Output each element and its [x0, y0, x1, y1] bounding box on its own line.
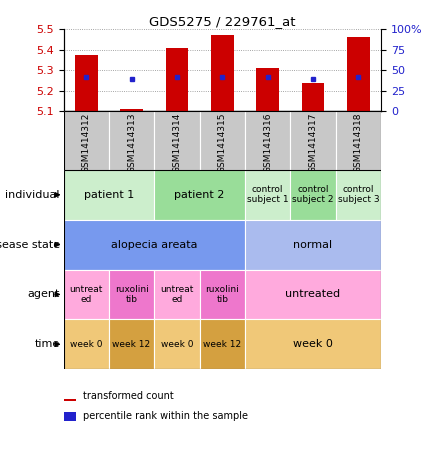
- Text: disease state: disease state: [0, 240, 60, 250]
- Bar: [245, 220, 381, 270]
- Bar: [64, 392, 76, 401]
- Text: transformed count: transformed count: [82, 391, 173, 401]
- Bar: [211, 34, 233, 111]
- Bar: [200, 319, 245, 369]
- Bar: [245, 270, 381, 319]
- Text: individual: individual: [5, 190, 60, 200]
- Bar: [75, 55, 98, 111]
- Bar: [64, 319, 109, 369]
- Bar: [290, 170, 336, 220]
- Text: patient 1: patient 1: [84, 190, 134, 200]
- Text: week 0: week 0: [70, 340, 102, 349]
- Text: GSM1414314: GSM1414314: [173, 113, 181, 173]
- Text: untreat
ed: untreat ed: [160, 285, 194, 304]
- Bar: [154, 170, 245, 220]
- Bar: [64, 220, 245, 270]
- Text: percentile rank within the sample: percentile rank within the sample: [82, 411, 247, 421]
- Text: week 0: week 0: [293, 339, 333, 349]
- Text: week 12: week 12: [203, 340, 241, 349]
- Bar: [245, 111, 290, 170]
- Bar: [200, 270, 245, 319]
- Text: patient 2: patient 2: [174, 190, 225, 200]
- Text: time: time: [35, 339, 60, 349]
- Text: week 0: week 0: [161, 340, 193, 349]
- Bar: [256, 68, 279, 111]
- Text: untreated: untreated: [286, 289, 341, 299]
- Bar: [245, 319, 381, 369]
- Bar: [109, 111, 154, 170]
- Bar: [154, 270, 200, 319]
- Text: GSM1414316: GSM1414316: [263, 113, 272, 173]
- Bar: [64, 412, 76, 421]
- Bar: [109, 270, 154, 319]
- Text: control
subject 1: control subject 1: [247, 185, 289, 204]
- Text: normal: normal: [293, 240, 332, 250]
- Bar: [166, 48, 188, 111]
- Bar: [336, 170, 381, 220]
- Bar: [64, 111, 109, 170]
- Bar: [290, 111, 336, 170]
- Title: GDS5275 / 229761_at: GDS5275 / 229761_at: [149, 15, 296, 28]
- Text: GSM1414318: GSM1414318: [354, 113, 363, 173]
- Text: alopecia areata: alopecia areata: [111, 240, 198, 250]
- Text: GSM1414315: GSM1414315: [218, 113, 227, 173]
- Bar: [302, 83, 325, 111]
- Bar: [64, 270, 109, 319]
- Text: control
subject 2: control subject 2: [292, 185, 334, 204]
- Bar: [200, 111, 245, 170]
- Text: ruxolini
tib: ruxolini tib: [205, 285, 239, 304]
- Bar: [120, 109, 143, 111]
- Bar: [109, 319, 154, 369]
- Bar: [336, 111, 381, 170]
- Text: week 12: week 12: [113, 340, 151, 349]
- Text: ruxolini
tib: ruxolini tib: [115, 285, 148, 304]
- Text: GSM1414313: GSM1414313: [127, 113, 136, 173]
- Text: control
subject 3: control subject 3: [338, 185, 379, 204]
- Bar: [154, 111, 200, 170]
- Text: GSM1414312: GSM1414312: [82, 113, 91, 173]
- Bar: [245, 170, 290, 220]
- Bar: [154, 319, 200, 369]
- Text: untreat
ed: untreat ed: [70, 285, 103, 304]
- Bar: [64, 170, 154, 220]
- Text: agent: agent: [28, 289, 60, 299]
- Text: GSM1414317: GSM1414317: [308, 113, 318, 173]
- Bar: [347, 37, 370, 111]
